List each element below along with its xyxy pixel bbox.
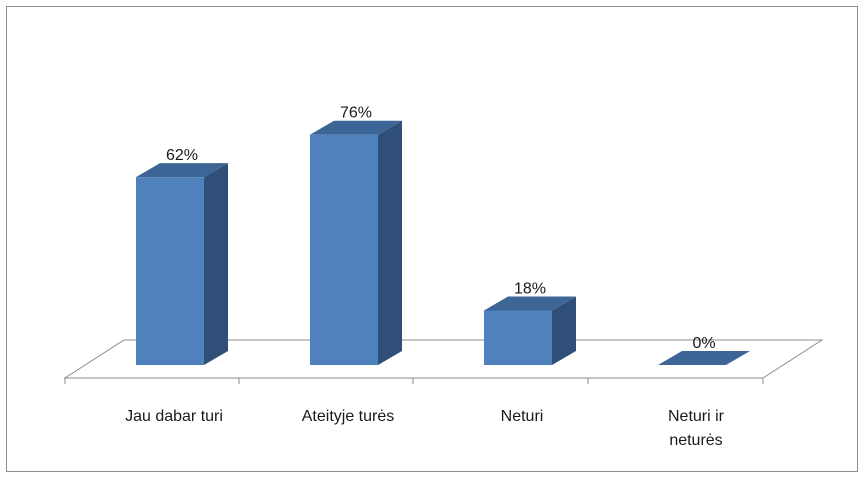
chart-floor: [63, 339, 824, 384]
data-label: 62%: [166, 147, 198, 164]
bar-side-face: [378, 120, 402, 365]
bar-front-face: [310, 134, 378, 365]
bar-top-face: [658, 351, 750, 365]
category-label-line: Ateityje turės: [302, 408, 394, 425]
category-label-line: Neturi ir: [668, 408, 725, 425]
bar: [484, 296, 576, 365]
bar-front-face: [136, 177, 204, 365]
bar-top-face: [310, 120, 402, 135]
category-label-line: Neturi: [501, 408, 544, 425]
category-label: Neturi ir neturės: [668, 408, 725, 449]
data-label: 0%: [692, 335, 715, 352]
category-label: Neturi: [501, 408, 544, 425]
bar: [136, 163, 228, 365]
bar-side-face: [204, 163, 228, 365]
category-label: Jau dabar turi: [125, 408, 223, 425]
category-labels-group: Jau dabar turi Ateityje turės Neturi Neturi…: [125, 408, 725, 449]
bar-top-face: [484, 296, 576, 311]
bar-top-face: [136, 163, 228, 178]
data-label: 18%: [514, 280, 546, 297]
data-label: 76%: [340, 105, 372, 122]
floor-plane: [63, 339, 824, 379]
bar-front-face: [484, 310, 552, 365]
bars-group: [136, 120, 750, 365]
bar: [310, 120, 402, 365]
category-label: Ateityje turės: [302, 408, 394, 425]
category-label-line: Jau dabar turi: [125, 408, 223, 425]
category-label-line: neturės: [669, 432, 722, 449]
value-labels-group: 62% 76% 18% 0%: [166, 105, 716, 352]
bar-side-face: [552, 296, 576, 365]
bar: [658, 351, 750, 365]
